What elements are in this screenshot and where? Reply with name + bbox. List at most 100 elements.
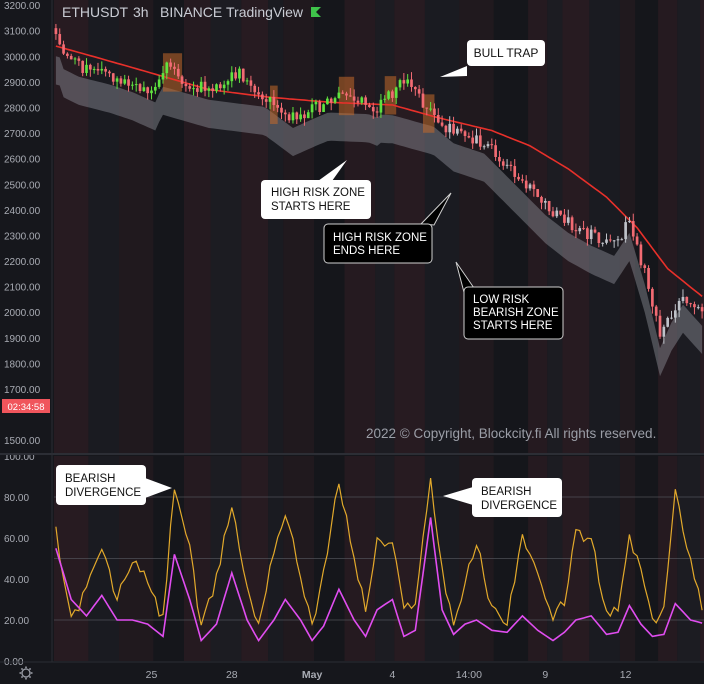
candle-body — [486, 144, 490, 147]
candle-body — [356, 100, 360, 103]
candle-body — [536, 189, 540, 197]
candle-body — [348, 95, 352, 97]
candle-body — [467, 135, 471, 138]
candle-body — [138, 84, 142, 91]
candle-body — [589, 229, 593, 239]
zone-band — [700, 0, 704, 453]
highlight-zone — [422, 94, 435, 133]
candle-body — [253, 85, 257, 93]
candle-body — [593, 229, 597, 233]
candle-body — [226, 81, 230, 85]
candle-body — [406, 79, 410, 84]
zone-band — [184, 0, 211, 453]
candle-body — [352, 96, 356, 101]
price-band — [55, 56, 703, 377]
candle-body — [543, 200, 547, 203]
candle-body — [440, 122, 444, 126]
candle-body — [249, 80, 253, 86]
candle-body — [551, 211, 555, 217]
time-axis-tick: 9 — [542, 669, 548, 681]
candle-body — [689, 303, 692, 305]
candle-body — [234, 72, 237, 79]
candle-body — [146, 87, 150, 94]
candle-body — [85, 64, 88, 73]
candle-body — [379, 99, 383, 113]
time-axis-tick: 25 — [146, 669, 158, 681]
candle-body — [306, 112, 310, 119]
osc-axis-tick: 20.00 — [4, 616, 29, 627]
annotation-low-risk-line1: LOW RISK — [473, 294, 530, 306]
candle-body — [54, 28, 58, 35]
candle-body — [169, 62, 172, 67]
candle-body — [104, 68, 107, 72]
candle-body — [651, 288, 654, 307]
candle-body — [391, 91, 394, 98]
osc-axis-tick: 80.00 — [4, 493, 29, 504]
price-axis-tick: 2700.00 — [4, 129, 41, 140]
candle-body — [681, 296, 685, 301]
candle-body — [509, 164, 513, 167]
zone-band — [241, 0, 269, 453]
zone-band — [619, 0, 636, 453]
candle-body — [314, 101, 318, 105]
candle-body — [456, 128, 459, 134]
symbol-label[interactable]: ETHUSDT — [62, 4, 129, 20]
price-axis-tick: 1500.00 — [4, 436, 41, 447]
candle-body — [563, 214, 566, 223]
annotation-low-risk-start: LOW RISK BEARISH ZONE STARTS HERE — [455, 261, 564, 340]
price-axis-tick: 1700.00 — [4, 385, 41, 396]
candle-body — [161, 73, 165, 80]
zone-band — [528, 0, 548, 453]
candle-body — [283, 112, 287, 115]
candle-body — [318, 101, 322, 113]
candle-body — [658, 315, 662, 337]
axes-layer: 3200.00 3100.00 3000.00 2900.00 2800.00 2700.… — [4, 1, 632, 681]
candle-body — [410, 79, 413, 87]
price-axis-tick: 2800.00 — [4, 103, 41, 114]
candle-body — [203, 81, 207, 91]
candle-body — [578, 228, 582, 232]
annotation-low-risk-line2: BEARISH ZONE — [473, 307, 559, 319]
candle-body — [616, 239, 620, 241]
candle-body — [371, 107, 375, 112]
time-axis-tick: 14:00 — [456, 669, 482, 681]
time-axis-tick: 28 — [226, 669, 238, 681]
candle-body — [478, 135, 482, 147]
price-axis-tick: 2900.00 — [4, 78, 41, 89]
candle-body — [66, 53, 69, 56]
candle-body — [69, 55, 73, 60]
price-axis-tick: 3000.00 — [4, 52, 41, 63]
price-axis-tick: 2300.00 — [4, 231, 41, 242]
candle-body — [524, 180, 528, 189]
interval-label[interactable]: 3h — [133, 4, 149, 20]
price-axis-tick: 1800.00 — [4, 359, 41, 370]
gear-icon[interactable] — [19, 666, 33, 680]
time-axis-tick: May — [302, 669, 323, 681]
platform-label: TradingView — [226, 4, 304, 20]
candle-body — [264, 99, 268, 102]
zone-band — [677, 0, 701, 453]
candle-body — [459, 128, 463, 132]
zone-band — [88, 0, 119, 453]
annotation-divergence-right-line1: BEARISH — [481, 486, 532, 498]
annotation-divergence-left-line2: DIVERGENCE — [65, 487, 141, 499]
candle-body — [394, 87, 398, 98]
candle-body — [364, 97, 367, 105]
highlight-zone — [384, 76, 397, 115]
annotation-high-risk-end-line1: HIGH RISK ZONE — [333, 232, 427, 244]
candle-body — [413, 86, 417, 90]
oscillator-line-magenta — [55, 517, 703, 643]
countdown-text: 02:34:58 — [8, 402, 45, 413]
candle-body — [582, 228, 585, 230]
candle-body — [329, 98, 333, 103]
flag-icon[interactable] — [311, 7, 321, 17]
zone-band — [635, 0, 659, 453]
candle-body — [333, 98, 337, 103]
candle-body — [429, 108, 432, 110]
candle-body — [173, 66, 176, 69]
annotation-high-risk-end: HIGH RISK ZONE ENDS HERE — [323, 192, 452, 264]
candle-body — [673, 310, 677, 318]
price-axis-tick: 1900.00 — [4, 334, 41, 345]
candle-body — [398, 80, 402, 88]
candle-body — [448, 123, 452, 133]
